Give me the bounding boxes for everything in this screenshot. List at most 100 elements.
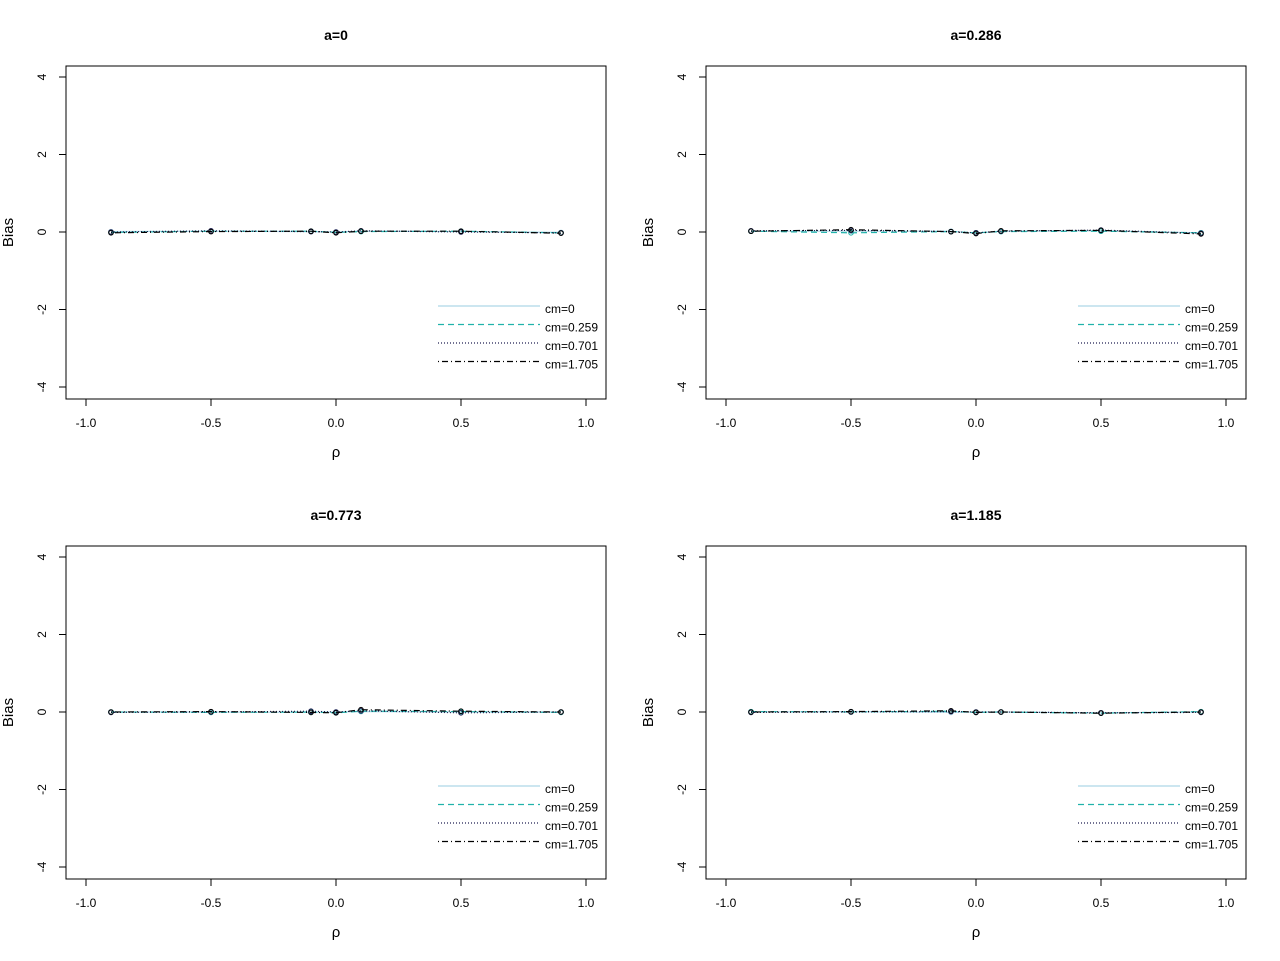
data-point — [998, 228, 1004, 234]
data-point — [458, 228, 464, 235]
data-point — [748, 709, 754, 715]
x-tick-label: -0.5 — [841, 896, 862, 910]
x-tick-label: -1.0 — [716, 896, 737, 910]
y-tick-label: 0 — [675, 708, 689, 715]
y-tick-label: 4 — [35, 73, 49, 80]
data-point — [1198, 231, 1204, 237]
data-point — [208, 708, 214, 715]
x-tick-label: 0.5 — [453, 896, 470, 910]
data-point — [948, 228, 954, 235]
y-tick-label: 0 — [35, 228, 49, 235]
legend-label-2: cm=0.259 — [1185, 321, 1238, 335]
legend-label-2: cm=0.259 — [545, 801, 598, 815]
x-tick-label: 0.0 — [328, 896, 345, 910]
series-line-3 — [750, 229, 1202, 234]
chart-title: a=0.773 — [311, 507, 362, 523]
x-axis-label: ρ — [332, 924, 341, 941]
series-line-3 — [110, 710, 562, 714]
y-tick-label: -4 — [35, 861, 49, 872]
data-point — [358, 228, 364, 235]
y-tick-label: 2 — [675, 631, 689, 638]
chart-panel-4: a=1.185 -1.0 -0.5 0.0 0.5 1.0 -4 -2 0 2 4 ρ Bias cm=0… — [640, 507, 1247, 941]
legend-label-4: cm=1.705 — [1185, 358, 1238, 372]
y-tick-label: 2 — [35, 151, 49, 158]
data-point — [848, 226, 854, 233]
y-tick-label: -4 — [35, 381, 49, 392]
y-tick-label: 0 — [35, 708, 49, 715]
x-tick-label: 0.0 — [968, 896, 985, 910]
series-line-4 — [750, 710, 1202, 714]
legend-label-3: cm=0.701 — [545, 339, 598, 353]
x-tick-label: -0.5 — [201, 416, 222, 430]
legend: cm=0 cm=0.259 cm=0.701 cm=1.705 — [1078, 782, 1238, 852]
x-tick-label: 1.0 — [578, 416, 595, 430]
data-point — [108, 229, 114, 236]
chart-panel-3: a=0.773 -1.0 -0.5 0.0 0.5 1.0 -4 -2 0 2 4 ρ Bias cm=0… — [0, 507, 607, 941]
data-point — [998, 709, 1004, 715]
legend-label-2: cm=0.259 — [1185, 801, 1238, 815]
x-tick-label: 0.0 — [328, 416, 345, 430]
data-point — [848, 229, 854, 236]
chart-panel-1: a=0 -1.0 -0.5 0.0 0.5 1.0 -4 -2 0 2 4 ρ Bias cm=0 cm=0… — [0, 27, 607, 461]
series-line-4 — [110, 230, 562, 234]
y-axis-label: Bias — [0, 218, 17, 247]
legend-label-3: cm=0.701 — [1185, 819, 1238, 833]
legend-label-3: cm=0.701 — [545, 819, 598, 833]
y-tick-label: -2 — [35, 304, 49, 315]
legend-label-4: cm=1.705 — [545, 838, 598, 852]
y-tick-label: -2 — [675, 784, 689, 795]
data-point — [848, 708, 854, 715]
x-axis-label: ρ — [972, 924, 981, 941]
y-tick-label: 4 — [35, 553, 49, 560]
chart-title: a=1.185 — [951, 507, 1002, 523]
data-point — [1198, 709, 1204, 715]
y-tick-label: -4 — [675, 381, 689, 392]
x-tick-label: 0.0 — [968, 416, 985, 430]
data-point — [1098, 227, 1104, 234]
chart-title: a=0.286 — [951, 27, 1002, 43]
data-point — [558, 709, 564, 715]
y-tick-label: 2 — [35, 631, 49, 638]
y-tick-label: 2 — [675, 151, 689, 158]
x-tick-label: -1.0 — [76, 416, 97, 430]
legend-label-1: cm=0 — [1185, 302, 1215, 316]
data-point — [308, 709, 314, 716]
y-tick-label: 4 — [675, 553, 689, 560]
x-tick-label: 0.5 — [1093, 896, 1110, 910]
y-axis-label: Bias — [0, 698, 17, 727]
data-point — [558, 230, 564, 236]
series-line-4 — [110, 709, 562, 714]
legend-label-2: cm=0.259 — [545, 321, 598, 335]
x-axis-label: ρ — [332, 444, 341, 461]
y-tick-label: 0 — [675, 228, 689, 235]
chart-panel-2: a=0.286 -1.0 -0.5 0.0 0.5 1.0 -4 -2 0 2 4 ρ Bias cm=0… — [640, 27, 1247, 461]
data-point — [973, 230, 979, 237]
x-tick-label: 1.0 — [1218, 416, 1235, 430]
series-line-4 — [750, 229, 1202, 235]
x-axis-label: ρ — [972, 444, 981, 461]
chart-title: a=0 — [324, 27, 348, 43]
legend: cm=0 cm=0.259 cm=0.701 cm=1.705 — [438, 782, 598, 852]
data-point — [1098, 710, 1104, 716]
legend-label-4: cm=1.705 — [1185, 838, 1238, 852]
legend: cm=0 cm=0.259 cm=0.701 cm=1.705 — [1078, 302, 1238, 372]
y-axis-label: Bias — [640, 218, 657, 247]
legend-label-3: cm=0.701 — [1185, 339, 1238, 353]
data-point — [208, 228, 214, 235]
x-tick-label: -1.0 — [716, 416, 737, 430]
x-tick-label: 0.5 — [453, 416, 470, 430]
legend-label-1: cm=0 — [545, 302, 575, 316]
legend-label-1: cm=0 — [545, 782, 575, 796]
data-point — [973, 709, 979, 716]
y-tick-label: -2 — [675, 304, 689, 315]
x-tick-label: 0.5 — [1093, 416, 1110, 430]
x-tick-label: 1.0 — [1218, 896, 1235, 910]
y-tick-label: 4 — [675, 73, 689, 80]
data-point — [108, 709, 114, 715]
data-point — [458, 708, 464, 715]
y-tick-label: -4 — [675, 861, 689, 872]
y-tick-label: -2 — [35, 784, 49, 795]
legend: cm=0 cm=0.259 cm=0.701 cm=1.705 — [438, 302, 598, 372]
x-tick-label: -0.5 — [841, 416, 862, 430]
data-point — [358, 706, 364, 713]
